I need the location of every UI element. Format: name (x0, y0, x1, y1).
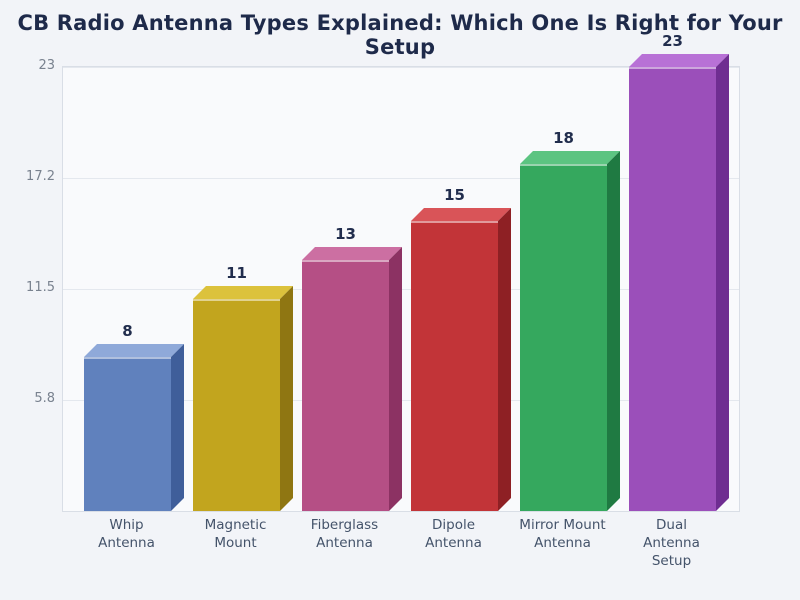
x-tick-label-magnetic-mount: Magnetic Mount (192, 516, 279, 552)
bar-magnetic-mount: 11 (193, 264, 293, 511)
x-tick-label-mirror-mount-antenna: Mirror Mount Antenna (519, 516, 606, 552)
bar-dual-antenna-setup: 23 (629, 32, 729, 511)
bar-mirror-mount-antenna: 18 (520, 129, 620, 511)
x-tick-label-dipole-antenna: Dipole Antenna (410, 516, 497, 552)
bar-front-face (411, 221, 498, 511)
bar-top-face (629, 54, 729, 67)
y-tick-label-17.2: 17.2 (26, 169, 55, 184)
bar-side-face (171, 344, 184, 511)
x-tick-label-line: Magnetic (204, 517, 267, 533)
x-tick-label-line: Dual Antenna (643, 517, 700, 551)
bar-fiberglass-antenna: 13 (302, 225, 402, 511)
x-axis: Whip Antenna Magnetic Mount Fiberglass Anten… (62, 512, 738, 572)
bar-front-face (629, 67, 716, 511)
bar-top-face (193, 286, 293, 299)
bar-value-label-fiberglass-antenna: 13 (335, 225, 356, 243)
x-tick-label-line: Antenna (534, 535, 591, 551)
x-tick-label-fiberglass-antenna: Fiberglass Antenna (301, 516, 388, 552)
bar-front-face (84, 357, 171, 511)
bar-side-face (389, 247, 402, 511)
x-tick-label-line: Dipole (431, 517, 476, 533)
bar-side-face (280, 286, 293, 511)
x-tick-label-line: Whip Antenna (98, 517, 155, 551)
x-tick-label-dual-antenna-setup: Dual Antenna Setup (628, 516, 715, 570)
bar-whip-antenna: 8 (84, 322, 184, 511)
bar-top-face (520, 151, 620, 164)
bar-side-face (607, 151, 620, 511)
bar-side-face (498, 208, 511, 511)
y-tick-label-5.8: 5.8 (34, 391, 55, 406)
bar-front-face (520, 164, 607, 511)
bar-front-face (193, 299, 280, 511)
y-tick-label-11.5: 11.5 (26, 280, 55, 295)
x-tick-label-whip-antenna: Whip Antenna (83, 516, 170, 552)
chart-title: CB Radio Antenna Types Explained: Which … (17, 11, 783, 59)
bar-value-label-dipole-antenna: 15 (444, 186, 465, 204)
bar-front-face (302, 260, 389, 511)
plot-area: 5.8 11.5 17.2 23 8 11 13 15 18 23 (26, 32, 740, 512)
x-tick-label-line: Antenna (316, 535, 373, 551)
gridline-23 (63, 67, 739, 68)
bar-top-face (302, 247, 402, 260)
y-tick-label-23: 23 (38, 58, 55, 73)
bar-dipole-antenna: 15 (411, 186, 511, 511)
x-tick-label-line: Mirror Mount (519, 517, 606, 533)
x-tick-label-line: Mount (214, 535, 257, 551)
x-tick-label-line: Fiberglass (310, 517, 379, 533)
bar-value-label-magnetic-mount: 11 (226, 264, 247, 282)
bar-value-label-whip-antenna: 8 (122, 322, 133, 340)
bar-side-face (716, 54, 729, 511)
bar-value-label-dual-antenna-setup: 23 (662, 32, 683, 50)
bar-top-face (84, 344, 184, 357)
bar-value-label-mirror-mount-antenna: 18 (553, 129, 574, 147)
gridline-17.2 (63, 178, 739, 179)
x-tick-label-line: Setup (651, 553, 692, 569)
bar-top-face (411, 208, 511, 221)
x-tick-label-line: Antenna (425, 535, 482, 551)
